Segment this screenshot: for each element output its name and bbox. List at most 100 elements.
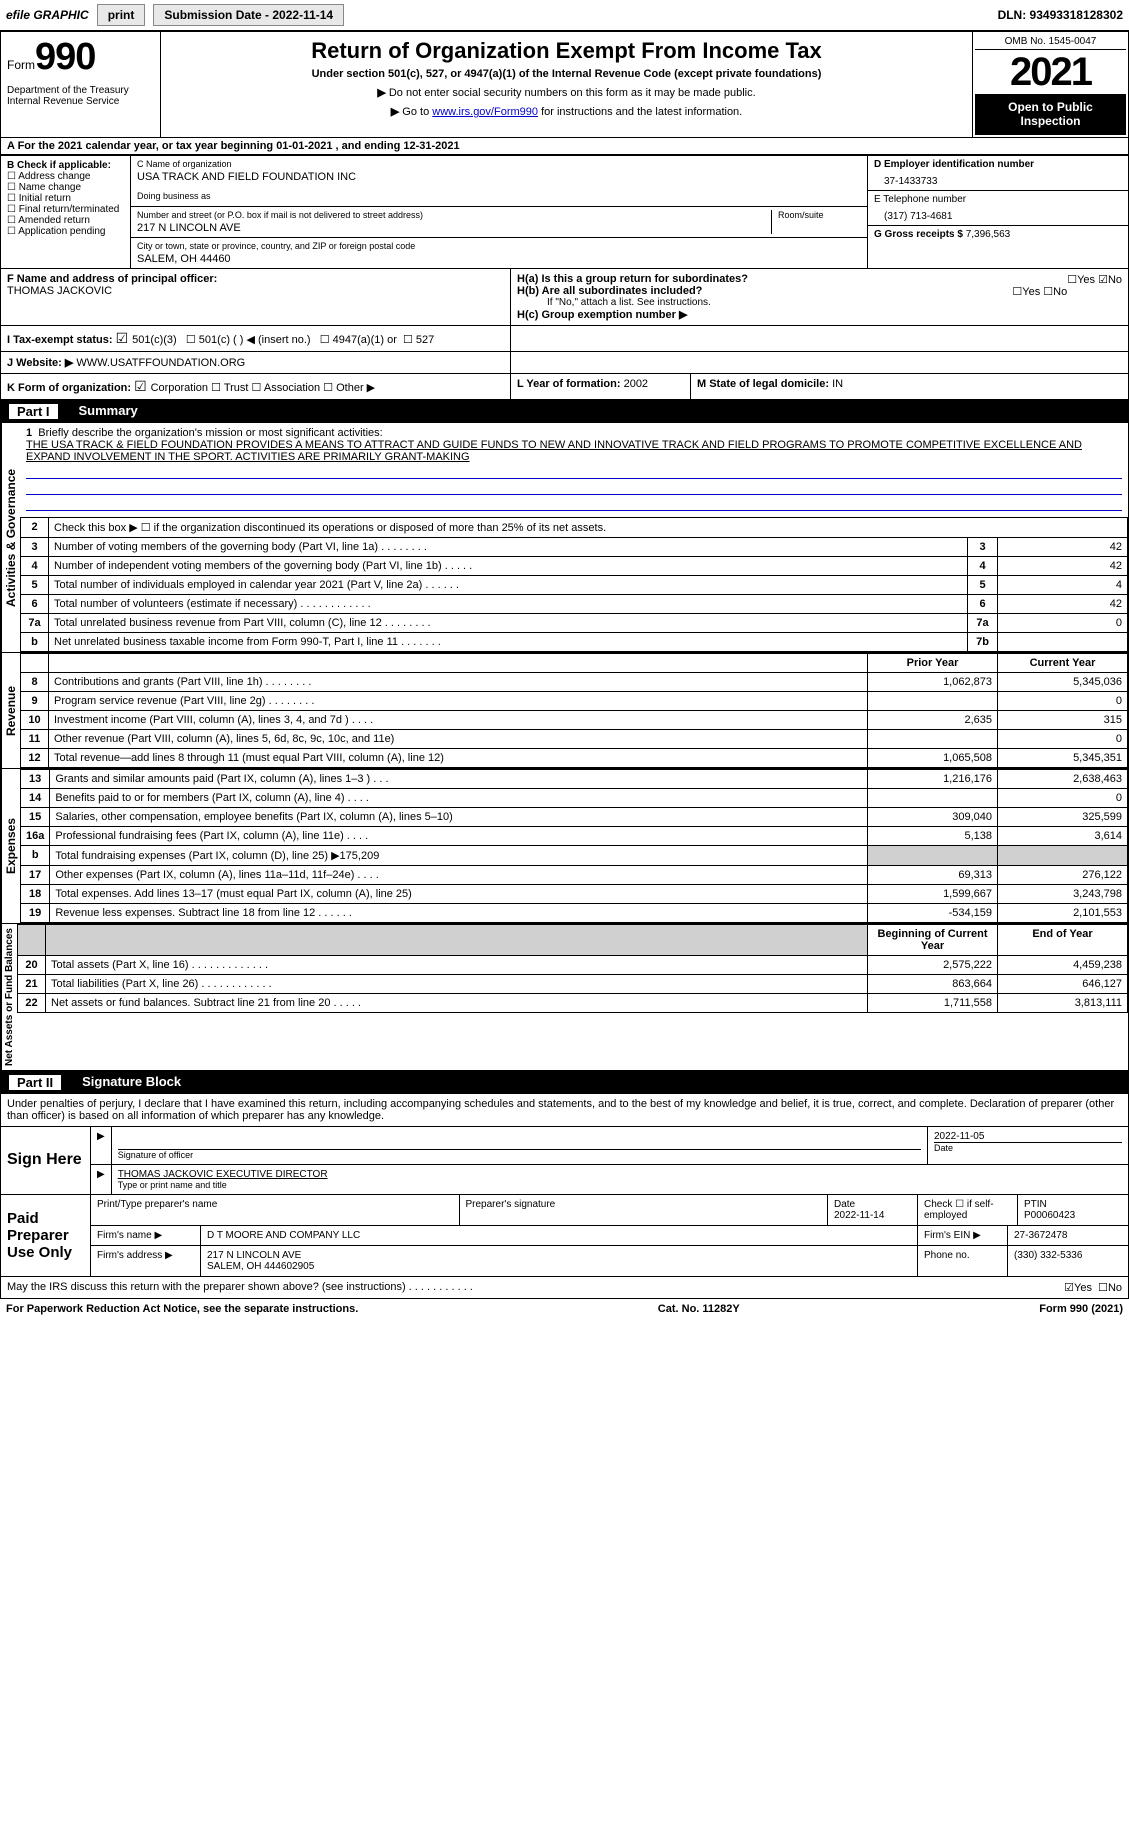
netassets-label: Net Assets or Fund Balances — [1, 924, 17, 1070]
end-year-hdr: End of Year — [998, 924, 1128, 955]
chk-trust[interactable]: Trust — [211, 382, 248, 394]
part2-header: Part II Signature Block — [0, 1071, 1129, 1094]
revenue-label: Revenue — [1, 653, 20, 768]
discuss-yes[interactable]: Yes — [1074, 1282, 1092, 1294]
chk-other[interactable]: Other ▶ — [323, 382, 375, 394]
street-label: Number and street (or P.O. box if mail i… — [137, 210, 771, 220]
table-row: 19Revenue less expenses. Subtract line 1… — [21, 903, 1128, 922]
prep-sig-label: Preparer's signature — [460, 1195, 829, 1225]
gross-label: G Gross receipts $ — [874, 229, 963, 240]
preparer-label: Paid Preparer Use Only — [1, 1195, 91, 1276]
firm-phone-value: (330) 332-5336 — [1008, 1246, 1128, 1276]
revenue-section: Revenue Prior Year Current Year 8Contrib… — [0, 653, 1129, 769]
chk-527[interactable]: 527 — [403, 334, 434, 346]
table-row: 21Total liabilities (Part X, line 26) . … — [18, 974, 1128, 993]
chk-association[interactable]: Association — [252, 382, 321, 394]
table-row: 15Salaries, other compensation, employee… — [21, 807, 1128, 826]
table-row: 18Total expenses. Add lines 13–17 (must … — [21, 884, 1128, 903]
sign-here-label: Sign Here — [1, 1127, 91, 1194]
current-year-hdr: Current Year — [998, 653, 1128, 672]
col-b: B Check if applicable: Address change Na… — [1, 156, 131, 268]
dba-label: Doing business as — [137, 191, 861, 201]
form-number: 990 — [35, 36, 95, 78]
prep-name-label: Print/Type preparer's name — [91, 1195, 460, 1225]
chk-address-change[interactable]: Address change — [7, 171, 124, 182]
table-row: 16aProfessional fundraising fees (Part I… — [21, 826, 1128, 845]
hc-label: H(c) Group exemption number ▶ — [517, 309, 687, 321]
firm-name-label: Firm's name ▶ — [91, 1226, 201, 1245]
mission-label: Briefly describe the organization's miss… — [38, 427, 382, 439]
table-row: 20Total assets (Part X, line 16) . . . .… — [18, 955, 1128, 974]
l-label: L Year of formation: — [517, 378, 621, 390]
org-name-label: C Name of organization — [137, 159, 861, 169]
print-button[interactable]: print — [97, 4, 146, 26]
dba-value — [137, 201, 861, 203]
hb-note: If "No," attach a list. See instructions… — [517, 297, 1122, 308]
irs-link[interactable]: www.irs.gov/Form990 — [432, 106, 538, 118]
chk-corporation[interactable]: Corporation — [134, 382, 208, 394]
chk-final-return[interactable]: Final return/terminated — [7, 204, 124, 215]
part1-num: Part I — [8, 403, 59, 420]
table-row: 2Check this box ▶ ☐ if the organization … — [21, 517, 1128, 537]
col-d: D Employer identification number 37-1433… — [868, 156, 1128, 268]
part1-title: Summary — [79, 403, 138, 420]
firm-addr-label: Firm's address ▶ — [91, 1246, 201, 1276]
title-box: Return of Organization Exempt From Incom… — [161, 32, 973, 137]
ha-yes[interactable]: Yes — [1077, 274, 1095, 286]
submission-date-button[interactable]: Submission Date - 2022-11-14 — [153, 4, 344, 26]
hb-yes[interactable]: Yes — [1022, 286, 1040, 298]
firm-phone-label: Phone no. — [918, 1246, 1008, 1276]
expenses-table: 13Grants and similar amounts paid (Part … — [20, 769, 1128, 923]
table-row: 12Total revenue—add lines 8 through 11 (… — [21, 748, 1128, 767]
chk-application-pending[interactable]: Application pending — [7, 226, 124, 237]
city-label: City or town, state or province, country… — [137, 241, 861, 251]
ein-label: D Employer identification number — [874, 159, 1122, 170]
mission-text: THE USA TRACK & FIELD FOUNDATION PROVIDE… — [26, 439, 1082, 463]
netassets-section: Net Assets or Fund Balances Beginning of… — [0, 924, 1129, 1071]
chk-amended-return[interactable]: Amended return — [7, 215, 124, 226]
table-row: 22Net assets or fund balances. Subtract … — [18, 993, 1128, 1012]
expenses-section: Expenses 13Grants and similar amounts pa… — [0, 769, 1129, 924]
signature-label: Signature of officer — [118, 1149, 921, 1160]
table-row: 17Other expenses (Part IX, column (A), l… — [21, 865, 1128, 884]
open-to-public: Open to Public Inspection — [975, 94, 1126, 135]
city-value: SALEM, OH 44460 — [137, 251, 861, 265]
col-c: C Name of organization USA TRACK AND FIE… — [131, 156, 868, 268]
discuss-no[interactable]: No — [1108, 1282, 1122, 1294]
netassets-table: Beginning of Current Year End of Year 20… — [17, 924, 1128, 1013]
website-value: WWW.USATFFOUNDATION.ORG — [76, 357, 245, 369]
chk-501c[interactable]: 501(c) ( ) ◀ (insert no.) — [186, 334, 311, 346]
form-number-box: Form990 Department of the Treasury Inter… — [1, 32, 161, 137]
table-row: 5Total number of individuals employed in… — [21, 575, 1128, 594]
i-label: I Tax-exempt status: — [7, 334, 113, 346]
table-row: 7aTotal unrelated business revenue from … — [21, 613, 1128, 632]
hb-label: H(b) Are all subordinates included? — [517, 285, 702, 297]
ein-value: 37-1433733 — [874, 170, 1122, 187]
footer-right: Form 990 (2021) — [1039, 1303, 1123, 1315]
chk-501c3[interactable]: 501(c)(3) — [116, 334, 177, 346]
prep-self-employed[interactable]: Check ☐ if self-employed — [918, 1195, 1018, 1225]
discuss-row: May the IRS discuss this return with the… — [0, 1277, 1129, 1299]
tax-year: 2021 — [975, 50, 1126, 94]
instruction-2-pre: Go to — [402, 106, 432, 118]
discuss-text: May the IRS discuss this return with the… — [7, 1281, 1064, 1294]
expenses-label: Expenses — [1, 769, 20, 923]
hb-no[interactable]: No — [1053, 286, 1067, 298]
chk-name-change[interactable]: Name change — [7, 182, 124, 193]
chk-initial-return[interactable]: Initial return — [7, 193, 124, 204]
prep-date: Date 2022-11-14 — [828, 1195, 918, 1225]
ha-no[interactable]: No — [1108, 274, 1122, 286]
org-name: USA TRACK AND FIELD FOUNDATION INC — [137, 169, 861, 183]
table-row: 11Other revenue (Part VIII, column (A), … — [21, 729, 1128, 748]
chk-4947[interactable]: 4947(a)(1) or — [320, 334, 397, 346]
activities-section: Activities & Governance 1 Briefly descri… — [0, 423, 1129, 653]
table-row: bNet unrelated business taxable income f… — [21, 632, 1128, 651]
table-row: 8Contributions and grants (Part VIII, li… — [21, 672, 1128, 691]
dept-label: Department of the Treasury Internal Reve… — [7, 85, 154, 107]
firm-ein-label: Firm's EIN ▶ — [918, 1226, 1008, 1245]
preparer-block: Paid Preparer Use Only Print/Type prepar… — [0, 1195, 1129, 1277]
firm-ein-value: 27-3672478 — [1008, 1226, 1128, 1245]
gross-value: 7,396,563 — [966, 229, 1011, 240]
part1-header: Part I Summary — [0, 400, 1129, 423]
sign-date-value: 2022-11-05 — [934, 1131, 1122, 1142]
